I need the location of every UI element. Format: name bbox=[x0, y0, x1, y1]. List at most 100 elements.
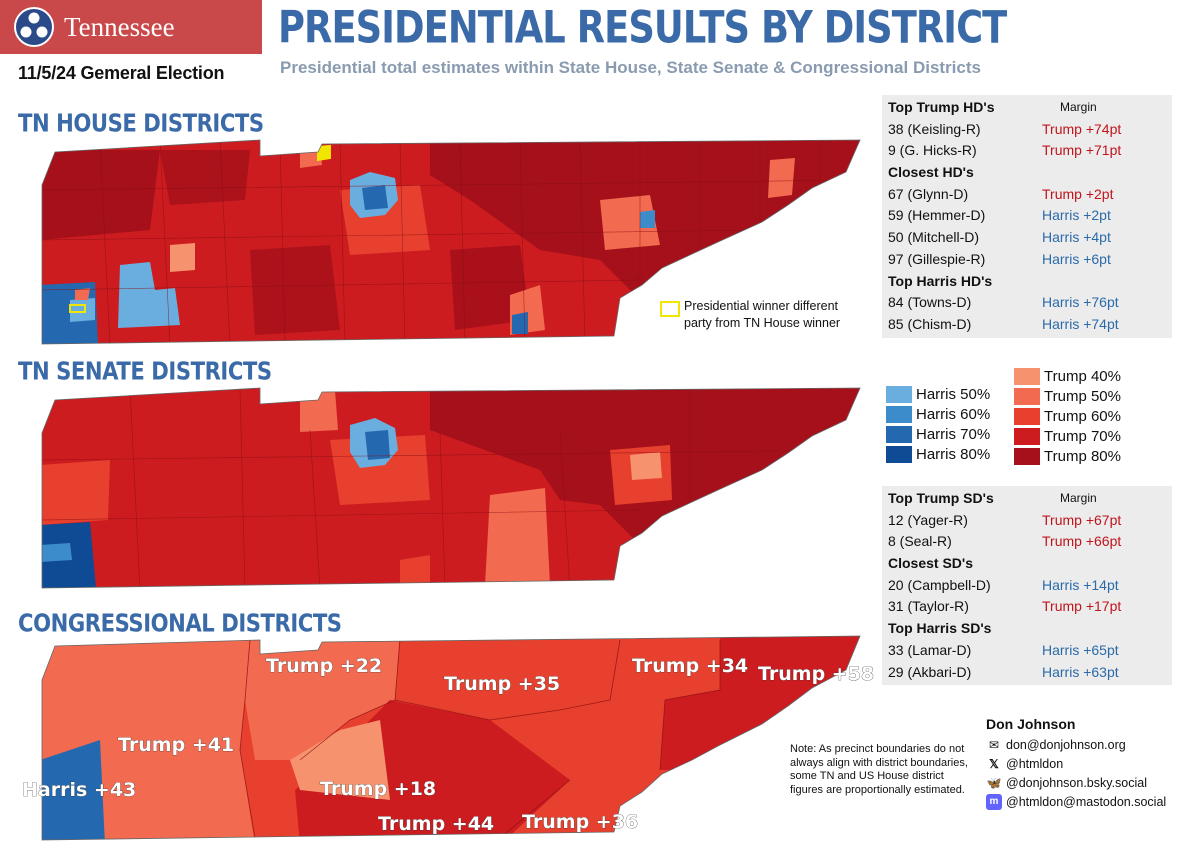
author-name: Don Johnson bbox=[986, 716, 1076, 732]
district-margin: Trump +17pt bbox=[1042, 598, 1122, 615]
district-name: Closest SD's bbox=[888, 555, 974, 572]
district-name: 84 (Towns-D) bbox=[888, 294, 972, 311]
legend-label: Harris 70% bbox=[916, 425, 991, 443]
cd8-label: Trump +41 bbox=[118, 734, 234, 756]
legend-label: Trump 50% bbox=[1044, 387, 1121, 405]
legend-swatch bbox=[1014, 447, 1040, 465]
highlight-legend-swatch bbox=[660, 301, 680, 317]
election-date: 11/5/24 Gemeral Election bbox=[18, 63, 225, 83]
district-margin: Harris +76pt bbox=[1042, 294, 1119, 311]
legend-item: Harris 70% bbox=[886, 424, 990, 444]
table-row: 33 (Lamar-D) Harris +65pt bbox=[882, 640, 1172, 662]
district-name: 85 (Chism-D) bbox=[888, 315, 972, 332]
highlight-legend-text: Presidential winner different party from … bbox=[684, 299, 841, 330]
legend-swatch bbox=[886, 445, 912, 463]
district-name: Closest HD's bbox=[888, 164, 974, 181]
legend-label: Trump 40% bbox=[1044, 367, 1121, 385]
table-row: 8 (Seal-R) Trump +66pt bbox=[882, 531, 1172, 553]
district-name: 67 (Glynn-D) bbox=[888, 185, 969, 202]
legend-item: Trump 80% bbox=[1014, 446, 1121, 466]
table-row: 97 (Gillespie-R) Harris +6pt bbox=[882, 249, 1172, 271]
table-row: 38 (Keisling-R) Trump +74pt bbox=[882, 119, 1172, 141]
legend-item: Trump 70% bbox=[1014, 426, 1121, 446]
methodology-note: Note: As precinct boundaries do not alwa… bbox=[790, 743, 968, 796]
cd5-label: Trump +18 bbox=[320, 778, 436, 800]
district-margin: Harris +2pt bbox=[1042, 207, 1111, 224]
tennessee-seal-icon bbox=[14, 7, 54, 47]
legend-label: Trump 80% bbox=[1044, 447, 1121, 465]
legend-item: Harris 60% bbox=[886, 404, 990, 424]
senate-section-title: TN SENATE DISTRICTS bbox=[18, 358, 272, 387]
table-row: 84 (Towns-D) Harris +76pt bbox=[882, 292, 1172, 314]
table-row: 12 (Yager-R) Trump +67pt bbox=[882, 510, 1172, 532]
mastodon-icon: m bbox=[986, 793, 1002, 810]
district-margin: Harris +65pt bbox=[1042, 641, 1119, 658]
table-row: 29 (Akbari-D) Harris +63pt bbox=[882, 662, 1172, 684]
cd1-label: Trump +58 bbox=[758, 663, 874, 685]
cd3-label: Trump +36 bbox=[522, 811, 638, 833]
legend-label: Harris 80% bbox=[916, 445, 991, 463]
district-name: 38 (Keisling-R) bbox=[888, 120, 981, 137]
district-name: 59 (Hemmer-D) bbox=[888, 207, 986, 224]
table-header: Top Trump HD's Margin bbox=[888, 99, 1097, 115]
district-margin: Trump +71pt bbox=[1042, 142, 1122, 159]
author-mastodon[interactable]: @htmldon@mastodon.social bbox=[1006, 794, 1167, 809]
legend-label: Trump 70% bbox=[1044, 427, 1121, 445]
district-margin: Trump +67pt bbox=[1042, 511, 1122, 528]
legend-swatch bbox=[1014, 367, 1040, 385]
table-row: 9 (G. Hicks-R) Trump +71pt bbox=[882, 140, 1172, 162]
senate-district-map bbox=[42, 388, 860, 588]
state-badge: Tennessee bbox=[0, 0, 262, 54]
legend-item: Trump 40% bbox=[1014, 366, 1121, 386]
table-subheader: Top Harris HD's bbox=[882, 271, 1172, 293]
district-name: 97 (Gillespie-R) bbox=[888, 250, 986, 267]
district-name: 20 (Campbell-D) bbox=[888, 576, 991, 593]
author-bluesky[interactable]: @donjohnson.bsky.social bbox=[1006, 775, 1148, 790]
district-margin: Trump +74pt bbox=[1042, 120, 1122, 137]
district-margin: Harris +63pt bbox=[1042, 663, 1119, 680]
table-subheader: Closest HD's bbox=[882, 162, 1172, 184]
state-name: Tennessee bbox=[64, 11, 175, 42]
author-x[interactable]: @htmldon bbox=[1006, 756, 1064, 771]
legend-item: Harris 80% bbox=[886, 444, 990, 464]
legend-swatch bbox=[1014, 427, 1040, 445]
table-row: 50 (Mitchell-D) Harris +4pt bbox=[882, 227, 1172, 249]
x-threads-icon: 𝕏 bbox=[989, 756, 999, 771]
legend-swatch bbox=[1014, 407, 1040, 425]
district-margin: Trump +2pt bbox=[1042, 185, 1114, 202]
district-name: 31 (Taylor-R) bbox=[888, 598, 969, 615]
email-icon: ✉ bbox=[988, 737, 1000, 752]
congress-section-title: CONGRESSIONAL DISTRICTS bbox=[18, 610, 342, 639]
table-header: Top Trump SD's Margin bbox=[888, 490, 1097, 506]
legend-swatch bbox=[886, 405, 912, 423]
district-margin: Harris +6pt bbox=[1042, 250, 1111, 267]
district-margin: Harris +74pt bbox=[1042, 315, 1119, 332]
cd4-label: Trump +44 bbox=[378, 813, 494, 835]
cd7-label: Trump +22 bbox=[266, 655, 382, 677]
cd2-label: Trump +34 bbox=[632, 655, 748, 677]
table-row: 31 (Taylor-R) Trump +17pt bbox=[882, 596, 1172, 618]
page-title: PRESIDENTIAL RESULTS BY DISTRICT bbox=[278, 2, 1007, 54]
legend-swatch bbox=[886, 425, 912, 443]
trump-legend: Trump 40% Trump 50% Trump 60% Trump 70% Trum… bbox=[1014, 366, 1121, 466]
page-subtitle: Presidential total estimates within Stat… bbox=[280, 58, 981, 77]
house-districts-table: Top Trump HD's Margin 38 (Keisling-R) Tru… bbox=[882, 95, 1172, 338]
district-name: Top Harris SD's bbox=[888, 620, 992, 637]
table-row: 67 (Glynn-D) Trump +2pt bbox=[882, 184, 1172, 206]
cd6-label: Trump +35 bbox=[444, 673, 560, 695]
legend-label: Trump 60% bbox=[1044, 407, 1121, 425]
table-row: 20 (Campbell-D) Harris +14pt bbox=[882, 575, 1172, 597]
legend-label: Harris 50% bbox=[916, 385, 991, 403]
legend-item: Trump 60% bbox=[1014, 406, 1121, 426]
table-row: 59 (Hemmer-D) Harris +2pt bbox=[882, 205, 1172, 227]
district-name: 9 (G. Hicks-R) bbox=[888, 142, 977, 159]
harris-legend: Harris 50% Harris 60% Harris 70% Harris 80% bbox=[886, 384, 990, 464]
table-subheader: Top Harris SD's bbox=[882, 618, 1172, 640]
district-name: 12 (Yager-R) bbox=[888, 511, 968, 528]
author-email[interactable]: don@donjohnson.org bbox=[1006, 737, 1126, 752]
bluesky-icon: 🦋 bbox=[986, 775, 1002, 790]
table-subheader: Closest SD's bbox=[882, 553, 1172, 575]
district-margin: Trump +66pt bbox=[1042, 533, 1122, 550]
legend-label: Harris 60% bbox=[916, 405, 991, 423]
district-name: 29 (Akbari-D) bbox=[888, 663, 972, 680]
